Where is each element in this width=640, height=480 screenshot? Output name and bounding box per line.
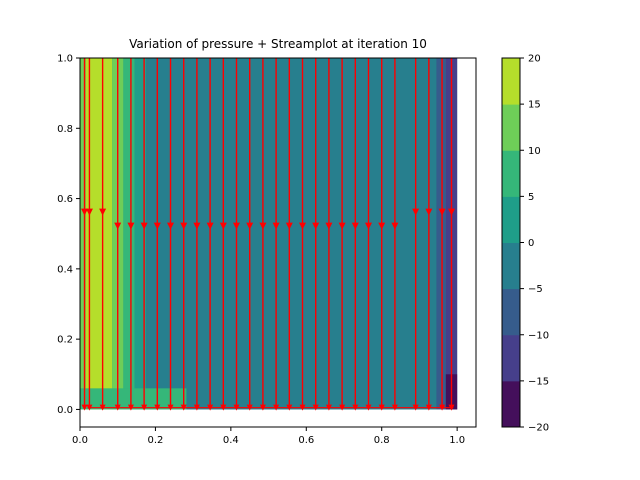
x-tick-label: 0.2: [147, 435, 163, 446]
colorbar-tick-label: 5: [528, 192, 534, 203]
colorbar: −20 −15 −10 −5 0 5 10 15 20: [501, 54, 549, 434]
streamline-arrow: [259, 222, 267, 230]
streamline-arrow: [365, 222, 373, 230]
streamline-arrow: [180, 222, 188, 230]
colorbar-tick-label: −5: [528, 284, 543, 295]
streamline-arrow: [167, 222, 175, 230]
streamline-arrow: [412, 208, 420, 216]
streamline-arrow: [325, 222, 333, 230]
colorbar-band: [502, 196, 520, 243]
streamline-arrow: [285, 222, 293, 230]
y-tick-label: 1.0: [57, 54, 73, 65]
streamline-arrow: [219, 222, 227, 230]
y-tick-label: 0.2: [57, 335, 73, 346]
x-tick-label: 0.0: [72, 435, 88, 446]
streamline-arrow: [193, 222, 201, 230]
plot-area: [79, 57, 477, 428]
streamline-arrow: [153, 222, 161, 230]
y-tick-label: 0.4: [57, 264, 73, 275]
colorbar-tick-label: 0: [528, 238, 534, 249]
streamline-arrow: [425, 208, 433, 216]
x-tick-label: 0.4: [223, 435, 239, 446]
streamline-arrow: [338, 222, 346, 230]
streamline-arrow: [312, 222, 320, 230]
x-axis: 0.0 0.2 0.4 0.6 0.8 1.0: [72, 427, 465, 446]
y-tick-label: 0.0: [57, 405, 73, 416]
colorbar-tick-label: −15: [528, 376, 549, 387]
colorbar-tick-label: 20: [528, 54, 541, 65]
pressure-band: [123, 58, 135, 410]
colorbar-tick-label: 15: [528, 100, 541, 111]
pressure-band: [80, 388, 187, 410]
colorbar-tick-label: −20: [528, 423, 549, 434]
streamline-arrow: [299, 222, 307, 230]
pressure-band: [146, 58, 437, 410]
x-tick-label: 0.8: [374, 435, 390, 446]
streamline-arrow: [438, 208, 446, 216]
streamline-arrow: [206, 222, 214, 230]
x-tick-label: 1.0: [449, 435, 465, 446]
y-axis: 0.0 0.2 0.4 0.6 0.8 1.0: [57, 54, 80, 416]
streamline-arrow: [351, 222, 359, 230]
streamline-arrow: [81, 404, 88, 411]
pressure-band: [80, 58, 86, 410]
colorbar-band: [502, 58, 520, 105]
colorbar-band: [502, 334, 520, 382]
y-tick-label: 0.8: [57, 124, 73, 135]
chart-title: Variation of pressure + Streamplot at it…: [129, 37, 427, 51]
colorbar-band: [502, 242, 520, 290]
streamline-arrow: [246, 222, 254, 230]
x-tick-label: 0.6: [298, 435, 314, 446]
streamline-arrow: [233, 222, 241, 230]
pressure-band: [436, 58, 446, 410]
streamline-arrow: [81, 208, 89, 216]
streamline-arrow: [99, 208, 107, 216]
colorbar-tick-label: 10: [528, 146, 541, 157]
streamline-arrow: [378, 222, 386, 230]
colorbar-tick-label: −10: [528, 330, 549, 341]
streamline-arrow: [447, 208, 455, 216]
pressure-band: [134, 58, 146, 410]
y-tick-label: 0.6: [57, 194, 73, 205]
streamline-arrow: [114, 222, 122, 230]
colorbar-band: [502, 150, 520, 197]
axes-frame: [79, 57, 477, 428]
streamline-arrow: [391, 222, 399, 230]
streamline-arrow: [127, 222, 135, 230]
streamline-arrow: [272, 222, 280, 230]
streamline-arrow: [140, 222, 148, 230]
streamline-arrow: [85, 208, 93, 216]
colorbar-band: [502, 380, 520, 428]
colorbar-band: [502, 104, 520, 151]
colorbar-band: [502, 288, 520, 336]
